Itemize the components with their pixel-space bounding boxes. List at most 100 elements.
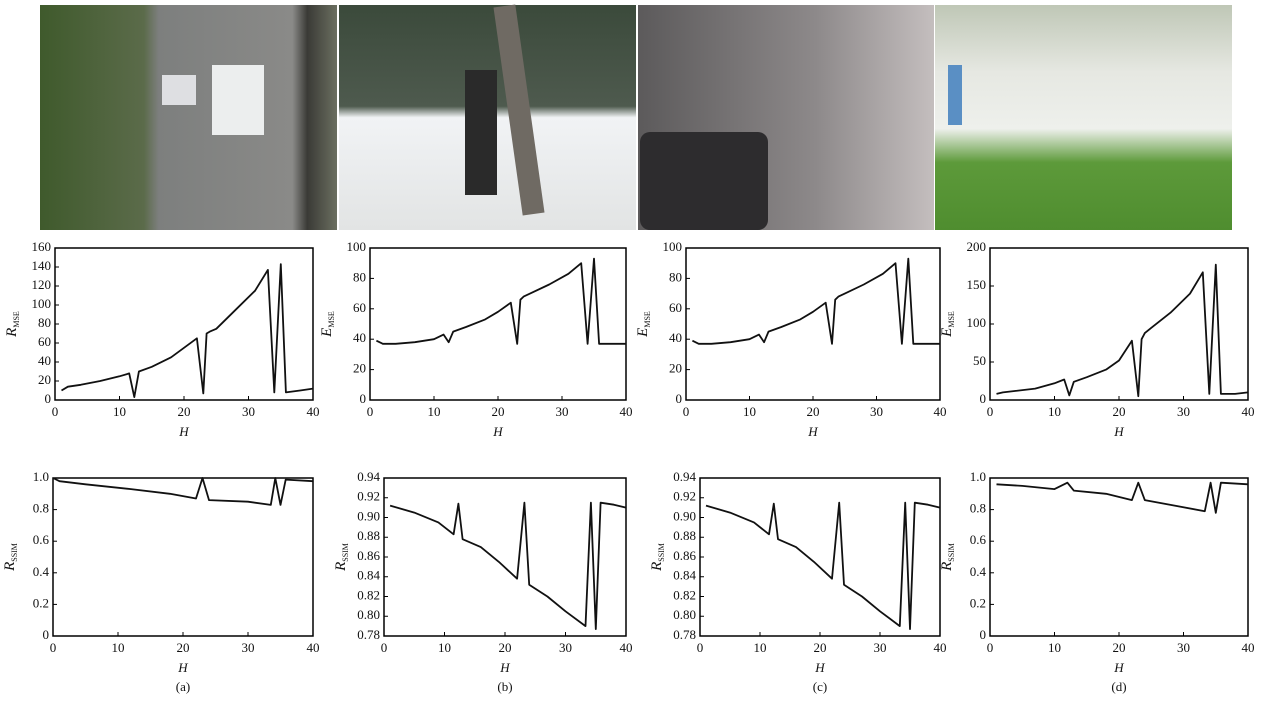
y-tick-label: 140 — [32, 258, 52, 273]
x-tick-label: 30 — [556, 404, 569, 419]
y-tick-label: 80 — [353, 269, 366, 284]
x-tick-label: 20 — [499, 640, 512, 655]
y-label-main: E — [939, 328, 955, 338]
x-axis-label: H — [492, 424, 503, 439]
x-tick-label: 40 — [620, 640, 633, 655]
data-line — [706, 503, 940, 629]
x-tick-label: 10 — [743, 404, 756, 419]
y-axis-label: EMSE — [635, 311, 651, 338]
x-tick-label: 20 — [814, 640, 827, 655]
y-tick-label: 50 — [973, 353, 986, 368]
x-tick-label: 0 — [683, 404, 690, 419]
data-line — [53, 478, 313, 505]
y-label-main: R — [939, 562, 955, 572]
x-tick-label: 40 — [620, 404, 633, 419]
photo-park — [935, 5, 1232, 230]
y-axis-label: RMSE — [4, 311, 20, 338]
x-axis-label: H — [814, 660, 825, 675]
x-tick-label: 10 — [113, 404, 126, 419]
data-line — [376, 259, 626, 344]
data-line — [997, 483, 1249, 513]
y-tick-label: 0.80 — [673, 607, 696, 622]
x-tick-label: 20 — [1113, 404, 1126, 419]
y-tick-label: 20 — [353, 361, 366, 376]
axes-frame — [53, 478, 313, 636]
x-tick-label: 0 — [367, 404, 374, 419]
data-line — [997, 265, 1249, 397]
y-tick-label: 80 — [669, 269, 682, 284]
y-label-main: R — [4, 328, 20, 338]
y-tick-label: 150 — [967, 277, 987, 292]
x-tick-label: 10 — [112, 640, 125, 655]
x-tick-label: 40 — [307, 404, 320, 419]
panel-label: (c) — [813, 679, 827, 694]
y-tick-label: 0 — [43, 627, 50, 642]
y-tick-label: 20 — [38, 372, 51, 387]
axes-frame — [384, 478, 626, 636]
y-tick-label: 0.2 — [970, 595, 986, 610]
x-tick-label: 0 — [987, 640, 994, 655]
x-tick-label: 30 — [874, 640, 887, 655]
y-tick-label: 0.82 — [673, 587, 696, 602]
y-label-sub: SSIM — [657, 543, 666, 562]
y-tick-label: 0.84 — [357, 568, 380, 583]
y-tick-label: 0.4 — [33, 564, 50, 579]
photo-row — [40, 4, 1232, 230]
y-tick-label: 0.88 — [673, 528, 696, 543]
y-axis-label: RSSIM — [649, 543, 665, 572]
y-tick-label: 0.2 — [33, 595, 49, 610]
panel-label: (b) — [497, 679, 512, 694]
x-tick-label: 30 — [559, 640, 572, 655]
y-tick-label: 0.6 — [970, 532, 987, 547]
x-tick-label: 30 — [1177, 404, 1190, 419]
y-tick-label: 0.90 — [673, 508, 696, 523]
x-tick-label: 20 — [492, 404, 505, 419]
axes-frame — [686, 248, 940, 400]
y-tick-label: 0.92 — [673, 489, 696, 504]
y-axis-label: RSSIM — [333, 543, 349, 572]
figure: 020406080100120140160010203040HRMSE02040… — [0, 0, 1262, 705]
y-label-main: R — [333, 562, 349, 572]
y-tick-label: 0 — [676, 391, 683, 406]
data-line — [390, 503, 626, 629]
x-axis-label: H — [178, 424, 189, 439]
y-tick-label: 200 — [967, 239, 987, 254]
y-label-main: R — [649, 562, 665, 572]
x-tick-label: 40 — [934, 404, 947, 419]
x-tick-label: 30 — [870, 404, 883, 419]
y-tick-label: 0 — [980, 627, 987, 642]
y-label-main: R — [2, 562, 18, 572]
x-axis-label: H — [1113, 660, 1124, 675]
y-label-sub: SSIM — [341, 543, 350, 562]
y-tick-label: 0.78 — [673, 627, 696, 642]
x-tick-label: 10 — [754, 640, 767, 655]
y-tick-label: 40 — [38, 353, 51, 368]
panel-label: (d) — [1111, 679, 1126, 694]
y-tick-label: 0.92 — [357, 489, 380, 504]
data-line — [692, 259, 940, 344]
y-tick-label: 60 — [38, 334, 51, 349]
x-tick-label: 0 — [50, 640, 57, 655]
x-tick-label: 0 — [697, 640, 704, 655]
y-label-sub: SSIM — [947, 543, 956, 562]
x-tick-label: 10 — [1048, 404, 1061, 419]
y-tick-label: 1.0 — [33, 469, 49, 484]
y-tick-label: 0.94 — [673, 469, 696, 484]
y-axis-label: EMSE — [319, 311, 335, 338]
y-tick-label: 0.4 — [970, 564, 987, 579]
x-tick-label: 30 — [1177, 640, 1190, 655]
y-tick-label: 0.86 — [357, 548, 380, 563]
y-tick-label: 80 — [38, 315, 51, 330]
y-tick-label: 0.86 — [673, 548, 696, 563]
y-label-sub: SSIM — [10, 543, 19, 562]
person — [465, 70, 497, 195]
car — [162, 75, 196, 105]
y-tick-label: 60 — [669, 300, 682, 315]
x-tick-label: 20 — [177, 640, 190, 655]
x-tick-label: 10 — [428, 404, 441, 419]
x-tick-label: 40 — [1242, 404, 1255, 419]
pedestrian — [948, 65, 962, 125]
x-tick-label: 40 — [934, 640, 947, 655]
y-tick-label: 20 — [669, 361, 682, 376]
x-axis-label: H — [1113, 424, 1124, 439]
